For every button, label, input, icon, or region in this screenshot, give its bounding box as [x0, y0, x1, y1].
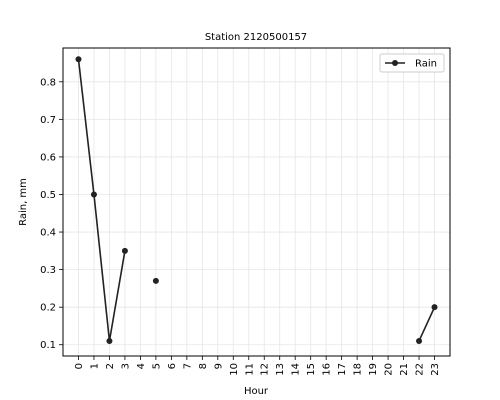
- data-point: [106, 337, 113, 344]
- x-tick-label: 13: [275, 363, 286, 376]
- x-tick-label: 19: [368, 363, 379, 376]
- x-axis: 0 1 2 3 4 5 6 7 8 9 10 11 12 13 14 15 16 17 18 19 20 21 22 23: [74, 356, 441, 376]
- x-tick-label: 3: [120, 363, 131, 369]
- y-tick-label: 0.5: [40, 190, 56, 201]
- data-point: [75, 56, 82, 63]
- legend-marker: [392, 60, 398, 66]
- series-line-segment: [77, 59, 126, 342]
- x-tick-label: 22: [415, 363, 426, 376]
- legend-label: Rain: [415, 59, 437, 70]
- x-tick-label: 21: [399, 363, 410, 376]
- x-tick-label: 23: [430, 363, 441, 376]
- legend-box: [379, 53, 445, 73]
- x-tick-label: 20: [384, 363, 395, 376]
- data-point: [431, 304, 438, 311]
- y-axis-label: Rain, mm: [18, 178, 29, 226]
- y-tick-label: 0.6: [40, 152, 56, 163]
- series-layer: [75, 56, 438, 344]
- plot-frame: [62, 47, 451, 357]
- y-axis: 0.1 0.2 0.3 0.4 0.5 0.6 0.7 0.8: [40, 77, 63, 351]
- series-line-segment: [418, 306, 436, 342]
- y-tick-label: 0.7: [40, 115, 56, 126]
- x-tick-label: 0: [74, 363, 85, 369]
- y-tick-label: 0.4: [40, 228, 56, 239]
- y-tick-label: 0.1: [40, 340, 56, 351]
- chart-title: Station 2120500157: [205, 32, 307, 43]
- x-tick-label: 14: [291, 363, 302, 376]
- x-tick-label: 7: [182, 363, 193, 369]
- x-tick-label: 1: [89, 363, 100, 369]
- x-tick-label: 5: [151, 363, 162, 369]
- data-point: [90, 191, 97, 198]
- x-tick-label: 9: [213, 363, 224, 369]
- x-tick-label: 17: [337, 363, 348, 376]
- x-tick-label: 16: [322, 363, 333, 376]
- x-tick-label: 6: [167, 363, 178, 369]
- legend: Rain: [379, 53, 445, 73]
- x-axis-label: Hour: [244, 386, 269, 397]
- y-tick-label: 0.8: [40, 77, 56, 88]
- grid: [63, 48, 450, 356]
- data-point: [416, 337, 423, 344]
- x-tick-label: 8: [198, 363, 209, 369]
- y-tick-label: 0.3: [40, 265, 56, 276]
- y-tick-label: 0.2: [40, 303, 56, 314]
- x-tick-label: 18: [353, 363, 364, 376]
- x-tick-label: 2: [105, 363, 116, 369]
- x-tick-label: 10: [229, 363, 240, 376]
- x-tick-label: 15: [306, 363, 317, 376]
- data-point: [121, 247, 128, 254]
- x-tick-label: 4: [136, 363, 147, 369]
- x-tick-label: 12: [260, 363, 271, 376]
- data-point: [152, 277, 159, 284]
- x-tick-label: 11: [244, 363, 255, 376]
